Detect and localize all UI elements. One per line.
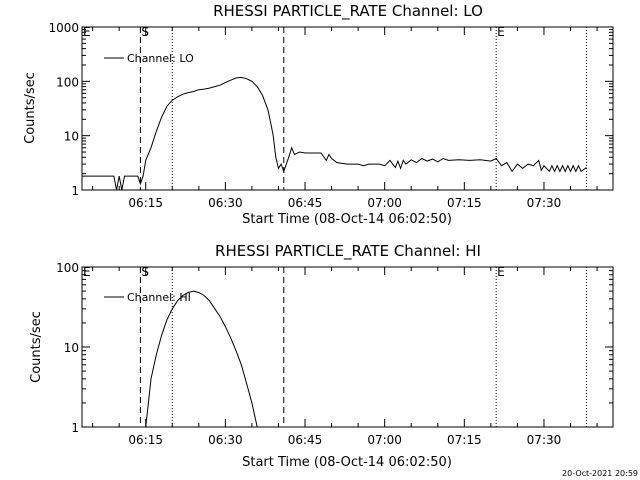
y-tick-label: 10 [64,341,79,355]
axis-ticks: 1 10 100 06:15 06:30 06:45 07:00 07:15 07:30 [56,261,613,447]
x-tick-label: 06:30 [208,196,243,210]
panel-lo: RHESSI PARTICLE_RATE Channel: LO Counts/… [23,2,614,227]
legend: Channel: LO [104,52,194,65]
y-tick-label: 100 [56,261,79,275]
axis-ticks: 1 10 100 1000 06:15 06:30 06:45 07:00 07:15 07:30 [48,21,613,210]
y-tick-label: 100 [56,75,79,89]
y-tick-label: 1000 [48,21,79,35]
y-tick-label: 10 [64,130,79,144]
corner-label: E [83,25,91,39]
marker-label: E [497,265,505,279]
series-line [82,76,587,191]
x-tick-label: 06:45 [288,196,323,210]
x-tick-label: 06:30 [208,433,243,447]
corner-label: E [83,265,91,279]
timestamp-footer: 20-Oct-2021 20:59 [562,469,638,478]
x-axis-label: Start Time (08-Oct-14 06:02:50) [242,455,452,470]
legend-entry: Channel: LO [127,52,194,65]
x-tick-label: 06:15 [128,196,163,210]
y-axis-label: Counts/sec [23,72,38,144]
x-tick-label: 07:30 [527,433,562,447]
y-tick-label: 1 [71,421,79,435]
x-tick-label: 07:00 [367,196,402,210]
legend-entry: Channel: HI [127,291,191,304]
y-axis-label: Counts/sec [29,311,44,383]
x-tick-label: 06:15 [128,433,163,447]
plot-frame [81,26,614,191]
x-tick-label: 07:15 [447,433,482,447]
chart-title: RHESSI PARTICLE_RATE Channel: HI [215,242,481,261]
marker-label: S [141,265,149,279]
legend: Channel: HI [104,291,191,304]
x-tick-label: 07:00 [367,433,402,447]
x-tick-label: 07:30 [527,196,562,210]
x-axis-label: Start Time (08-Oct-14 06:02:50) [242,212,452,227]
series-line [145,290,258,428]
panel-hi: RHESSI PARTICLE_RATE Channel: HI Counts/… [29,242,614,470]
x-tick-label: 06:45 [288,433,323,447]
x-tick-label: 07:15 [447,196,482,210]
marker-label: S [141,25,149,39]
marker-label: E [497,25,505,39]
y-tick-label: 1 [71,184,79,198]
chart-title: RHESSI PARTICLE_RATE Channel: LO [213,2,483,21]
